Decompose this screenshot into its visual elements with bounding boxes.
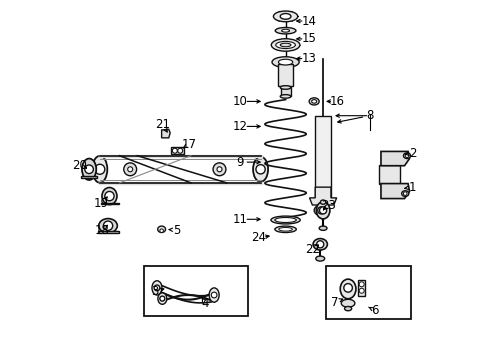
Circle shape [255, 165, 264, 174]
Ellipse shape [274, 226, 296, 233]
Ellipse shape [340, 279, 355, 299]
Ellipse shape [401, 191, 408, 197]
Ellipse shape [281, 29, 289, 32]
Text: 13: 13 [301, 52, 316, 65]
Circle shape [127, 167, 132, 172]
Circle shape [317, 207, 324, 214]
Text: 23: 23 [320, 198, 335, 212]
Bar [378, 165, 399, 184]
Ellipse shape [280, 95, 290, 98]
Text: 14: 14 [301, 14, 316, 27]
Circle shape [358, 288, 364, 293]
Ellipse shape [209, 288, 219, 302]
Text: 5: 5 [173, 224, 180, 237]
Text: 21: 21 [155, 118, 169, 131]
Bar [325, 266, 410, 319]
Ellipse shape [253, 157, 267, 182]
Polygon shape [171, 147, 183, 154]
Ellipse shape [275, 27, 295, 34]
Text: 9: 9 [236, 156, 244, 168]
Circle shape [103, 221, 112, 230]
Text: 6: 6 [370, 304, 378, 317]
Text: 19: 19 [94, 197, 109, 210]
Ellipse shape [312, 239, 326, 250]
Text: 7: 7 [330, 296, 338, 309]
Ellipse shape [158, 293, 166, 304]
Circle shape [358, 282, 364, 287]
Ellipse shape [99, 219, 117, 233]
Circle shape [172, 148, 177, 153]
Text: 16: 16 [329, 95, 344, 108]
Circle shape [403, 192, 406, 195]
Ellipse shape [344, 306, 351, 311]
Ellipse shape [92, 156, 107, 183]
Ellipse shape [280, 86, 290, 89]
Polygon shape [380, 152, 408, 166]
Ellipse shape [280, 43, 290, 47]
Text: 22: 22 [304, 243, 319, 256]
Polygon shape [98, 231, 119, 233]
Ellipse shape [270, 216, 300, 224]
Ellipse shape [102, 188, 117, 204]
Text: 2: 2 [408, 147, 415, 160]
Ellipse shape [157, 226, 165, 233]
Circle shape [177, 148, 183, 153]
Text: 17: 17 [181, 138, 196, 151]
Circle shape [123, 163, 136, 176]
Ellipse shape [403, 153, 410, 158]
Ellipse shape [278, 59, 292, 65]
Ellipse shape [278, 228, 292, 231]
Text: 8: 8 [365, 109, 372, 122]
Bar [315, 116, 330, 198]
Circle shape [316, 241, 323, 248]
Polygon shape [101, 203, 119, 204]
Ellipse shape [319, 226, 326, 230]
Ellipse shape [273, 11, 297, 22]
Circle shape [217, 167, 222, 172]
Circle shape [319, 207, 326, 214]
Circle shape [211, 292, 217, 298]
Bar [280, 87, 290, 96]
Circle shape [213, 163, 225, 176]
Text: 15: 15 [301, 32, 316, 45]
Polygon shape [81, 176, 97, 178]
Polygon shape [162, 129, 170, 138]
Ellipse shape [275, 41, 295, 49]
Ellipse shape [311, 100, 316, 103]
Ellipse shape [341, 299, 354, 307]
Text: 10: 10 [232, 95, 247, 108]
Ellipse shape [313, 205, 328, 216]
Ellipse shape [271, 39, 299, 51]
Ellipse shape [316, 202, 329, 219]
Text: 24: 24 [251, 231, 266, 244]
Circle shape [343, 284, 352, 292]
Text: 18: 18 [94, 224, 109, 237]
Ellipse shape [280, 14, 290, 19]
Bar [144, 266, 247, 316]
Text: 20: 20 [72, 159, 87, 172]
Circle shape [160, 229, 163, 233]
Ellipse shape [82, 158, 96, 180]
Ellipse shape [271, 57, 299, 67]
Ellipse shape [315, 256, 324, 261]
Ellipse shape [274, 217, 296, 222]
Polygon shape [309, 187, 336, 205]
Bar [357, 280, 365, 296]
Text: 3: 3 [150, 285, 158, 298]
Text: 11: 11 [232, 213, 247, 226]
Ellipse shape [320, 200, 325, 204]
Circle shape [405, 154, 408, 157]
Circle shape [84, 165, 93, 174]
Polygon shape [380, 184, 408, 199]
Circle shape [154, 285, 160, 291]
Ellipse shape [152, 281, 162, 295]
Text: 4: 4 [201, 297, 208, 310]
Text: 12: 12 [232, 120, 247, 133]
Text: 1: 1 [408, 181, 415, 194]
Circle shape [95, 164, 104, 174]
Circle shape [104, 192, 114, 201]
Circle shape [160, 296, 164, 301]
Bar [278, 64, 292, 86]
Ellipse shape [308, 98, 319, 105]
